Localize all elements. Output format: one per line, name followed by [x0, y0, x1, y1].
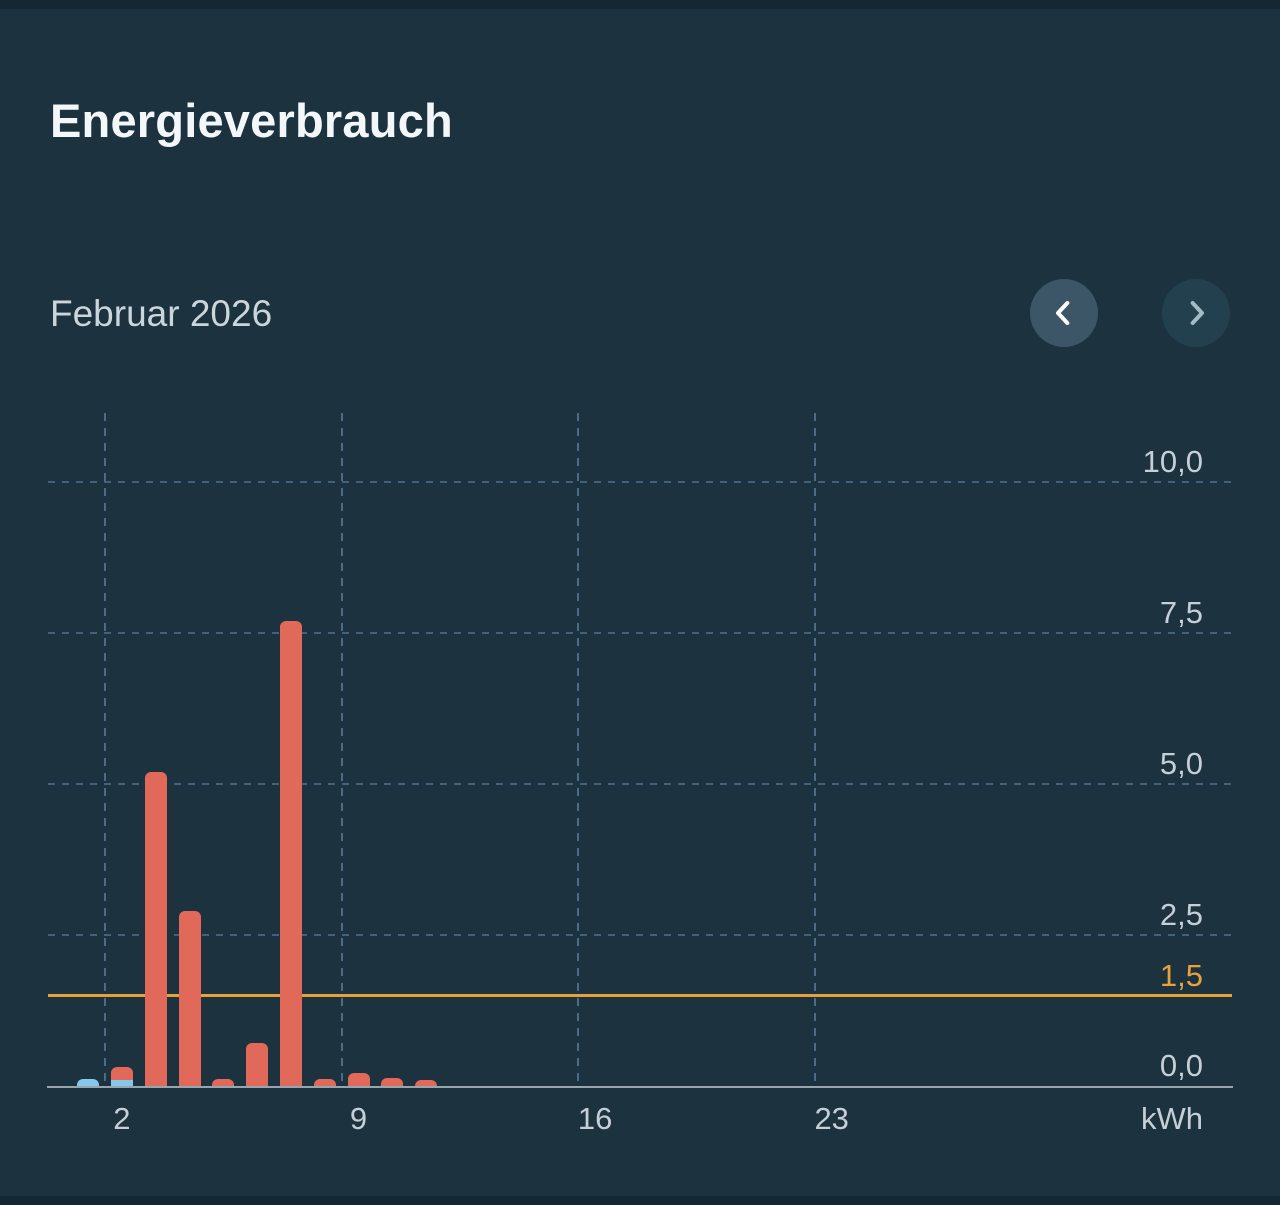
bar-segment-red	[313, 1078, 336, 1086]
next-month-button[interactable]	[1162, 279, 1230, 347]
x-axis-tick-label: 16	[577, 1101, 613, 1136]
grid-line-vertical	[577, 413, 580, 1086]
bar-day-7[interactable]	[279, 620, 302, 1086]
page-title: Energieverbrauch	[50, 94, 453, 148]
bar-day-8[interactable]	[313, 1078, 336, 1086]
bar-day-11[interactable]	[415, 1080, 438, 1086]
bottom-edge-strip	[0, 1196, 1280, 1205]
grid-line-horizontal	[48, 481, 1232, 483]
grid-line-horizontal	[48, 783, 1232, 785]
bar-day-10[interactable]	[381, 1078, 404, 1086]
bar-segment-red	[347, 1072, 370, 1086]
bar-segment-red	[212, 1078, 235, 1086]
y-axis-tick-label: 2,5	[1159, 897, 1203, 932]
bar-segment-red	[144, 771, 167, 1086]
x-axis-line	[47, 1086, 1233, 1088]
grid-line-vertical	[340, 413, 343, 1086]
threshold-line	[48, 994, 1232, 998]
prev-month-button[interactable]	[1030, 279, 1098, 347]
bar-segment-red	[110, 1066, 133, 1080]
x-axis-tick-label: 9	[349, 1101, 368, 1136]
grid-line-vertical	[104, 413, 106, 1086]
bar-segment-blue	[77, 1078, 100, 1086]
bar-day-9[interactable]	[347, 1072, 370, 1086]
bar-segment-red	[381, 1078, 404, 1086]
threshold-label: 1,5	[1159, 958, 1203, 994]
x-axis-tick-label: 23	[814, 1101, 849, 1136]
y-axis-zero-label: 0,0	[1159, 1048, 1203, 1083]
y-axis-tick-label: 7,5	[1159, 595, 1203, 630]
grid-line-vertical	[813, 413, 816, 1086]
axis-unit-label: kWh	[1141, 1101, 1203, 1136]
y-axis-tick-label: 10,0	[1142, 444, 1203, 479]
bar-segment-red	[246, 1042, 269, 1086]
bar-day-4[interactable]	[178, 910, 201, 1086]
bar-segment-blue	[110, 1080, 133, 1086]
chevron-left-icon	[1048, 295, 1080, 331]
bar-day-5[interactable]	[212, 1078, 235, 1086]
bar-day-6[interactable]	[246, 1042, 269, 1086]
month-label: Februar 2026	[50, 293, 273, 334]
bar-segment-red	[415, 1080, 438, 1086]
grid-line-horizontal	[48, 934, 1232, 936]
y-axis-tick-label: 5,0	[1159, 746, 1203, 781]
bar-day-3[interactable]	[144, 771, 167, 1086]
grid-line-horizontal	[48, 632, 1232, 634]
top-edge-strip	[0, 0, 1280, 9]
bar-segment-red	[279, 620, 302, 1086]
chevron-right-icon	[1180, 295, 1212, 331]
bar-day-2[interactable]	[110, 1066, 133, 1086]
x-axis-tick-label: 2	[113, 1101, 131, 1136]
bar-segment-red	[178, 910, 201, 1086]
bar-day-1[interactable]	[77, 1078, 100, 1086]
